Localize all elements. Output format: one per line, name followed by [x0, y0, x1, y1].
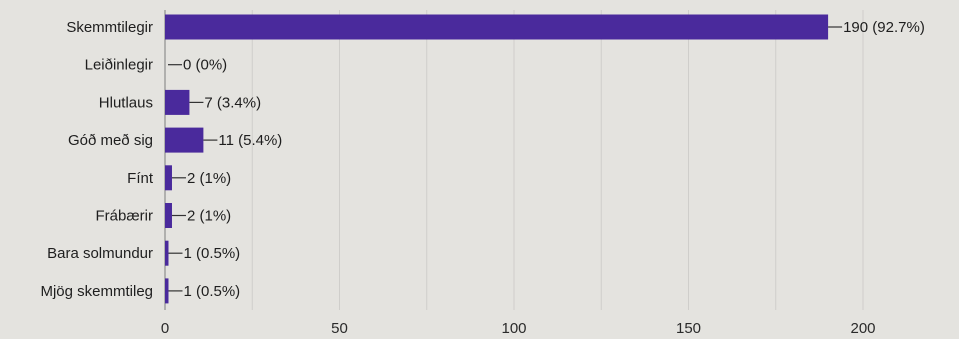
x-tick-label: 50 [331, 320, 348, 337]
data-label: 2 (1%) [187, 208, 231, 225]
data-label: 11 (5.4%) [218, 132, 282, 149]
category-label: Góð með sig [68, 132, 153, 149]
category-label: Skemmtilegir [66, 19, 153, 36]
bar [165, 14, 829, 40]
data-label: 190 (92.7%) [843, 19, 925, 36]
data-label: 0 (0%) [183, 57, 227, 74]
data-label: 7 (3.4%) [204, 94, 261, 111]
x-tick-label: 150 [676, 320, 701, 337]
x-tick-label: 0 [161, 320, 169, 337]
x-tick-label: 100 [501, 320, 526, 337]
bars [165, 14, 829, 304]
category-label: Bara solmundur [47, 245, 153, 262]
data-label: 1 (0.5%) [183, 283, 240, 300]
bar [165, 278, 169, 304]
bar [165, 240, 169, 266]
category-label: Fínt [127, 170, 154, 187]
data-labels: 190 (92.7%) 0 (0%) 7 (3.4%) 11 (5.4%) 2 (1%)… [168, 19, 925, 300]
bar [165, 127, 204, 153]
x-axis-ticks: 0 50 100 150 200 [161, 320, 876, 337]
category-label: Mjög skemmtileg [40, 283, 153, 300]
category-labels: Skemmtilegir Leiðinlegir Hlutlaus Góð með s… [40, 19, 153, 300]
bar [165, 89, 190, 115]
bar [165, 203, 172, 228]
x-tick-label: 200 [850, 320, 875, 337]
category-label: Hlutlaus [99, 94, 153, 111]
category-label: Leiðinlegir [85, 57, 153, 74]
grid [164, 10, 864, 310]
category-label: Frábærir [95, 208, 153, 225]
bar [165, 165, 172, 191]
data-label: 2 (1%) [187, 170, 231, 187]
data-label: 1 (0.5%) [183, 245, 240, 262]
